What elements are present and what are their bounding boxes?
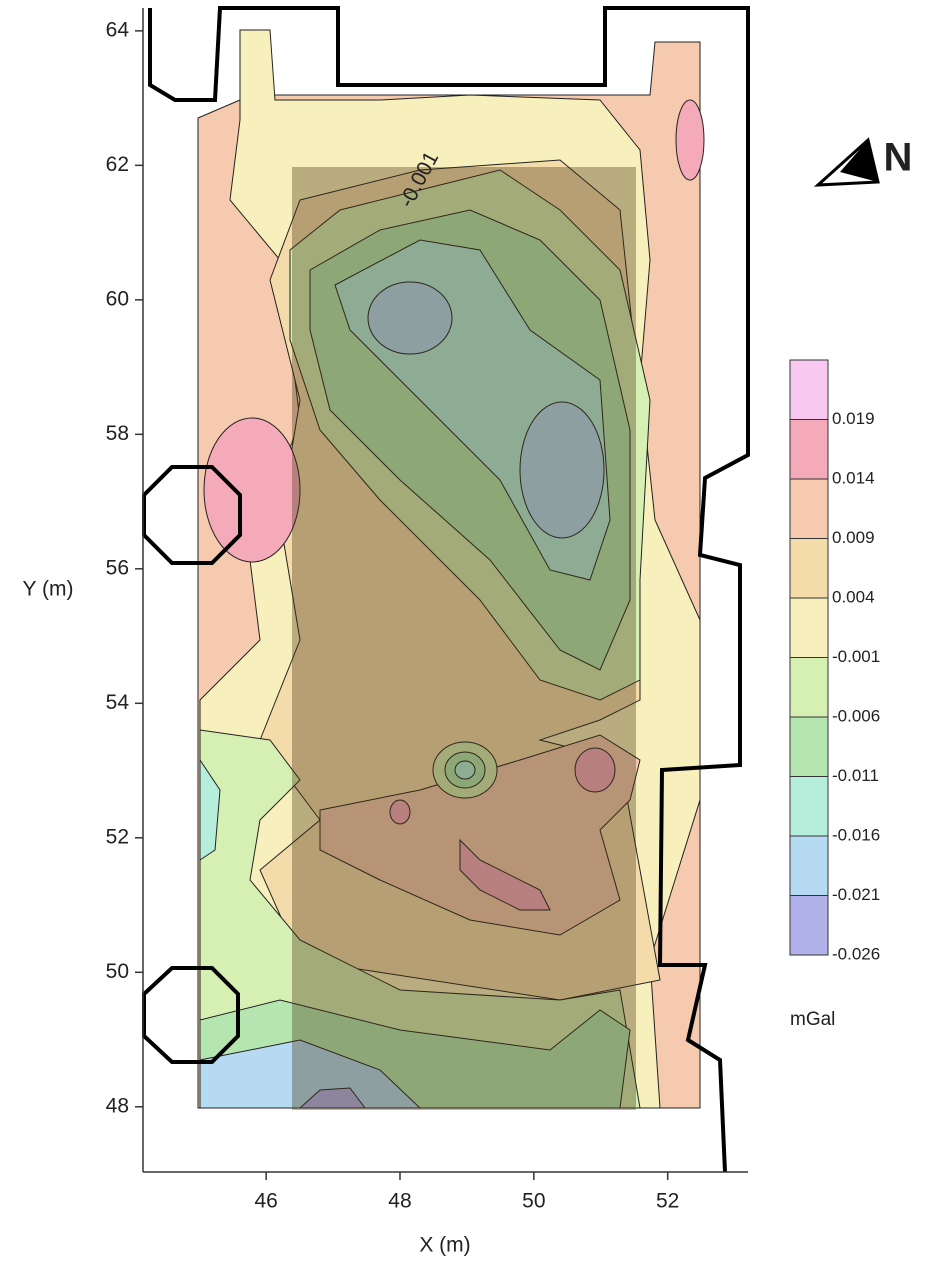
colorbar-swatch [789,835,829,896]
contour-region [454,760,476,780]
photo-overlay [292,167,636,1110]
colorbar-swatch [789,359,829,420]
contour-region [519,401,605,539]
contour-region [199,758,221,861]
colorbar-swatch [789,478,829,539]
x-tick-label: 50 [522,1190,545,1213]
x-tick-label: 48 [388,1190,411,1213]
contour-region [389,799,411,825]
north-label: N [884,136,913,180]
colorbar-label: 0.014 [832,468,875,487]
colorbar-label: 0.009 [832,528,875,547]
y-tick-label: 50 [106,960,129,983]
x-axis-label: X (m) [419,1234,470,1257]
y-tick-label: 62 [106,153,129,176]
x-tick-label: 46 [254,1190,277,1213]
contour-region [459,838,551,911]
y-tick-label: 56 [106,556,129,579]
contour-region [367,281,453,355]
north-arrow-fill [840,140,878,182]
contour-region [675,99,705,181]
x-tick-label: 52 [656,1190,679,1213]
colorbar-label: -0.016 [832,825,880,844]
colorbar-swatch [789,895,829,956]
y-tick-label: 60 [106,287,129,310]
colorbar-swatch [789,657,829,718]
y-tick-label: 58 [106,422,129,445]
colorbar-label: 0.019 [832,409,875,428]
contour-region [574,747,616,793]
colorbar-swatch [789,538,829,599]
colorbar-swatch [789,419,829,480]
column [142,966,240,1064]
contour-region [319,734,641,936]
contour-region [203,417,301,563]
y-axis-label: Y (m) [23,578,74,601]
y-tick-label: 48 [106,1094,129,1117]
colorbar-unit: mGal [790,1009,835,1030]
y-tick-label: 64 [106,18,130,41]
colorbar-swatch [789,776,829,837]
contour-region [199,1039,422,1109]
colorbar-swatch [789,597,829,658]
colorbar-label: -0.021 [832,885,880,904]
colorbar: 0.019 0.014 0.009 0.004 -0.001 -0.006 -0.011 -0… [789,359,880,963]
colorbar-label: -0.006 [832,706,880,725]
contour-region [298,1087,366,1109]
site-boundary [148,6,750,1173]
colorbar-swatch [789,716,829,777]
colorbar-label: 0.004 [832,587,875,606]
colorbar-label: -0.026 [832,944,880,963]
contour-field [197,29,705,1110]
colorbar-label: -0.011 [832,766,879,785]
colorbar-label: -0.001 [832,647,880,666]
y-tick-label: 54 [106,691,130,714]
column [142,465,242,565]
y-tick-label: 52 [106,825,129,848]
